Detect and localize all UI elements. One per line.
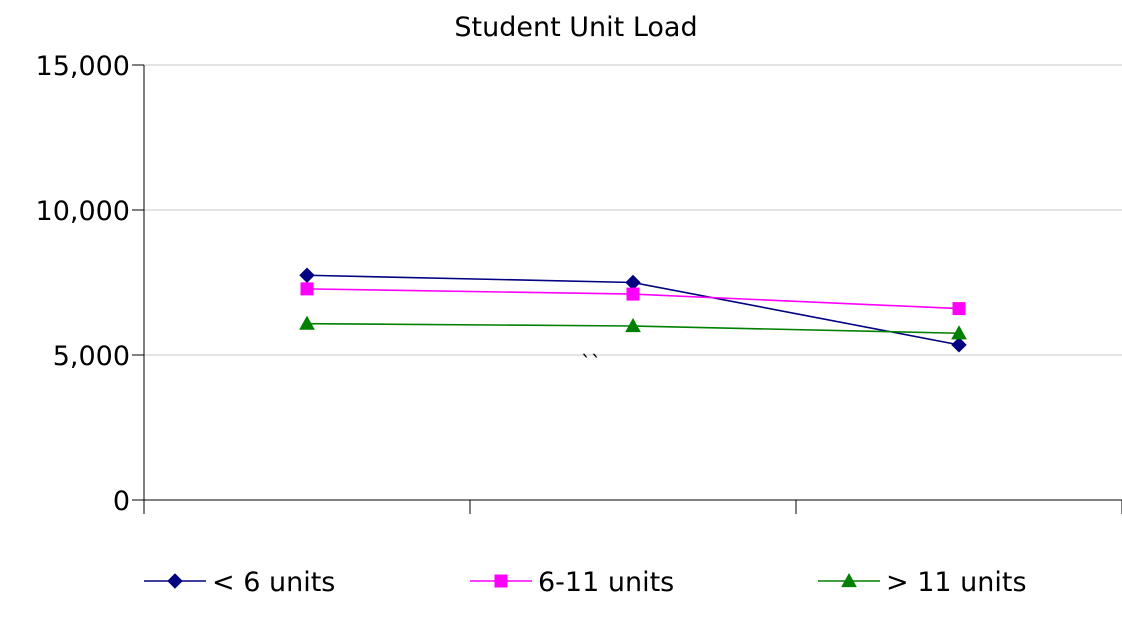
legend-label: 6-11 units: [538, 567, 674, 598]
data-point: [625, 317, 641, 333]
data-point: [951, 325, 967, 340]
data-point: [300, 282, 314, 296]
legend-marker: [167, 573, 183, 589]
legend: < 6 units 6-11 units > 11 units: [144, 567, 1027, 598]
axes: [143, 65, 1122, 501]
data-point: [951, 337, 967, 353]
y-tick-label: 5,000: [53, 341, 130, 372]
data-point: [952, 302, 966, 316]
series-1: [299, 267, 967, 353]
y-tick-label: 15,000: [36, 51, 130, 82]
legend-item-1: < 6 units: [144, 567, 335, 598]
y-tick-label: 0: [113, 486, 130, 517]
legend-marker: [841, 572, 857, 588]
series-layer: [299, 267, 967, 353]
data-point: [299, 267, 315, 283]
legend-label: > 11 units: [886, 567, 1027, 598]
data-point: [299, 315, 315, 330]
data-point: [625, 274, 641, 291]
y-axis-ticks: 0 5,000 10,000 15,000: [36, 51, 144, 517]
chart-title: Student Unit Load: [454, 12, 697, 43]
legend-item-3: > 11 units: [818, 567, 1027, 598]
data-point: [626, 287, 640, 301]
legend-item-2: 6-11 units: [470, 567, 674, 598]
legend-label: < 6 units: [212, 567, 335, 598]
legend-marker: [494, 574, 508, 588]
series-2: [300, 282, 966, 316]
gridlines: [144, 64, 1122, 356]
y-tick-label: 10,000: [36, 196, 130, 227]
x-axis-ticks: [143, 500, 1122, 514]
chart-annotation: ``: [581, 351, 601, 375]
series-3: [299, 315, 967, 340]
